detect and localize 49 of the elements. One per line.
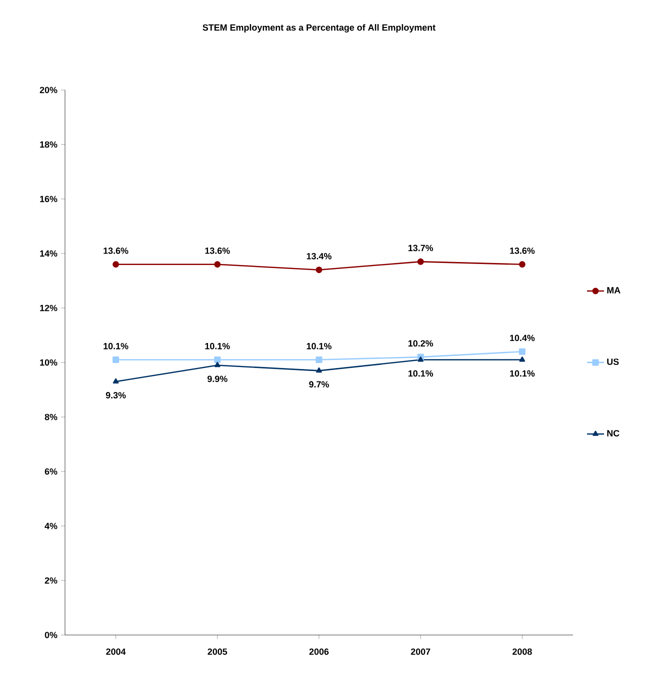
point xyxy=(316,367,322,373)
data-label: 10.2% xyxy=(408,340,434,347)
point xyxy=(518,348,526,355)
point xyxy=(417,258,424,265)
data-label: 13.4% xyxy=(306,252,332,260)
x-tick-label: 2004 xyxy=(106,648,126,655)
y-tick-label: 12% xyxy=(40,304,58,312)
x-tick-label: 2007 xyxy=(410,648,430,655)
y-tick-label: 20% xyxy=(40,86,58,94)
data-label: 10.1% xyxy=(306,342,332,350)
y-tick-label: 18% xyxy=(40,141,58,148)
point xyxy=(418,356,424,362)
point xyxy=(316,266,322,274)
point xyxy=(518,261,526,268)
x-tick-label: 2005 xyxy=(208,648,228,655)
y-tick-label: 14% xyxy=(40,250,58,257)
data-label: 13.6% xyxy=(104,248,128,254)
y-tick-label: 4% xyxy=(44,522,58,530)
y-tick-label: 16% xyxy=(40,196,58,202)
point xyxy=(112,356,120,364)
point xyxy=(214,261,221,268)
data-label: 10.1% xyxy=(510,370,535,377)
legend-label: NC xyxy=(607,430,620,436)
point xyxy=(214,362,220,368)
data-label: 9.9% xyxy=(207,376,228,382)
data-label: 10.1% xyxy=(205,342,230,350)
data-label: 10.1% xyxy=(408,370,434,377)
point xyxy=(519,356,526,362)
data-label: 13.6% xyxy=(510,248,535,254)
point xyxy=(112,378,119,384)
data-label: 13.6% xyxy=(205,248,230,254)
x-tick-label: 2008 xyxy=(512,648,532,655)
point xyxy=(214,356,221,364)
data-label: 10.4% xyxy=(510,334,535,342)
y-tick-label: 2% xyxy=(44,577,58,584)
chart-title: STEM Employment as a Percentage of All Employment xyxy=(202,24,436,32)
data-label: 9.3% xyxy=(106,392,126,398)
point xyxy=(112,261,120,268)
x-tick-label: 2006 xyxy=(309,648,329,655)
data-label: 13.7% xyxy=(408,244,434,252)
y-tick-label: 10% xyxy=(40,359,58,366)
y-tick-label: 6% xyxy=(44,468,58,475)
y-tick-label: 0% xyxy=(44,632,58,638)
point xyxy=(316,356,322,364)
y-tick-label: 8% xyxy=(44,414,58,420)
data-label: 9.7% xyxy=(309,381,329,388)
legend-label: MA xyxy=(607,287,620,294)
data-label: 10.1% xyxy=(104,342,128,350)
legend-label: US xyxy=(607,358,619,365)
